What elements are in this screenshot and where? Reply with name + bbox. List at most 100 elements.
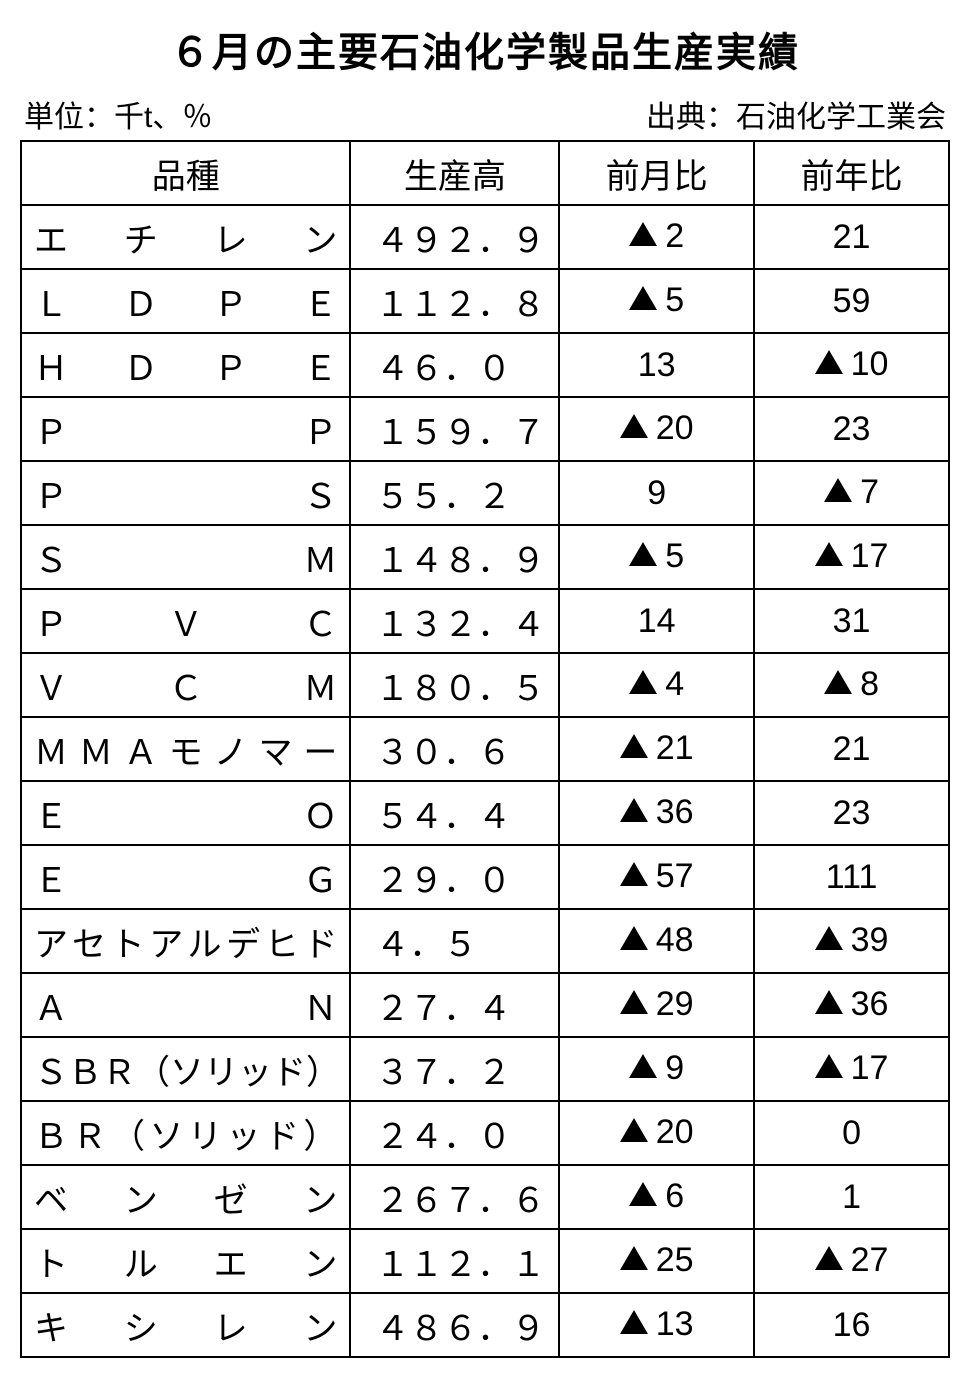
product-name: キシレン (21, 1293, 350, 1357)
delta-cell: 31 (754, 589, 949, 653)
delta-cell: 9 (559, 1037, 754, 1101)
delta-cell: 7 (754, 461, 949, 525)
delta-value: 0 (842, 1114, 861, 1153)
delta-value: 14 (638, 602, 676, 641)
delta-cell: 9 (559, 461, 754, 525)
negative-triangle-icon (629, 670, 657, 694)
production-value: １５９．７ (350, 397, 559, 461)
negative-triangle-icon (620, 990, 648, 1014)
delta-cell: 20 (559, 1101, 754, 1165)
delta-value: 31 (833, 602, 871, 641)
production-value: ４６．０ (350, 333, 559, 397)
negative-triangle-icon (629, 222, 657, 246)
delta-value: 10 (851, 345, 889, 384)
table-row: ＳＢＲ（ソリッド）３７．２9 17 (21, 1037, 949, 1101)
delta-value: 7 (860, 473, 879, 512)
delta-cell: 25 (559, 1229, 754, 1293)
production-value: ５４．４ (350, 781, 559, 845)
negative-triangle-icon (815, 1054, 843, 1078)
delta-cell: 6 (559, 1165, 754, 1229)
delta-value: 4 (665, 665, 684, 704)
negative-triangle-icon (629, 286, 657, 310)
table-row: キシレン４８６．９1316 (21, 1293, 949, 1357)
delta-cell: 5 (559, 269, 754, 333)
production-value: ２６７．６ (350, 1165, 559, 1229)
source-label: 出典：石油化学工業会 (646, 92, 946, 136)
delta-value: 5 (665, 281, 684, 320)
delta-value: 8 (860, 665, 879, 704)
delta-cell: 13 (559, 333, 754, 397)
product-name: エチレン (21, 205, 350, 269)
delta-cell: 0 (754, 1101, 949, 1165)
col-header-name: 品種 (21, 141, 350, 205)
production-value: １１２．１ (350, 1229, 559, 1293)
production-value: ３０．６ (350, 717, 559, 781)
delta-cell: 2 (559, 205, 754, 269)
table-row: ＥＧ２９．０57111 (21, 845, 949, 909)
delta-value: 20 (656, 409, 694, 448)
page-title: ６月の主要石油化学製品生産実績 (20, 20, 950, 78)
delta-cell: 48 (559, 909, 754, 973)
product-name: ＥＧ (21, 845, 350, 909)
negative-triangle-icon (815, 1246, 843, 1270)
product-name: アセトアルデヒド (21, 909, 350, 973)
production-value: ２４．０ (350, 1101, 559, 1165)
delta-cell: 4 (559, 653, 754, 717)
delta-cell: 111 (754, 845, 949, 909)
delta-value: 111 (826, 858, 878, 897)
delta-value: 25 (656, 1241, 694, 1280)
production-value: ３７．２ (350, 1037, 559, 1101)
table-row: アセトアルデヒド４．５4839 (21, 909, 949, 973)
delta-value: 59 (833, 282, 871, 321)
delta-value: 36 (656, 793, 694, 832)
table-row: エチレン４９２．９221 (21, 205, 949, 269)
delta-cell: 21 (754, 205, 949, 269)
delta-value: 9 (647, 474, 666, 513)
delta-value: 27 (851, 1241, 889, 1280)
negative-triangle-icon (815, 990, 843, 1014)
production-value: １３２．４ (350, 589, 559, 653)
delta-value: 21 (656, 729, 694, 768)
negative-triangle-icon (629, 542, 657, 566)
table-header-row: 品種 生産高 前月比 前年比 (21, 141, 949, 205)
product-name: ベンゼン (21, 1165, 350, 1229)
delta-cell: 14 (559, 589, 754, 653)
product-name: ＳＭ (21, 525, 350, 589)
production-value: ５５．２ (350, 461, 559, 525)
delta-cell: 17 (754, 525, 949, 589)
product-name: ＬＤＰＥ (21, 269, 350, 333)
delta-cell: 17 (754, 1037, 949, 1101)
delta-cell: 23 (754, 397, 949, 461)
delta-value: 21 (833, 218, 871, 257)
delta-value: 23 (833, 794, 871, 833)
delta-value: 29 (656, 985, 694, 1024)
negative-triangle-icon (620, 1310, 648, 1334)
negative-triangle-icon (620, 926, 648, 950)
negative-triangle-icon (815, 350, 843, 374)
negative-triangle-icon (620, 414, 648, 438)
delta-value: 13 (656, 1305, 694, 1344)
table-row: トルエン１１２．１ 25 27 (21, 1229, 949, 1293)
production-value: ４８６．９ (350, 1293, 559, 1357)
negative-triangle-icon (620, 1118, 648, 1142)
negative-triangle-icon (620, 1246, 648, 1270)
delta-cell: 36 (754, 973, 949, 1037)
table-row: ＡＮ２７．４2936 (21, 973, 949, 1037)
production-value: １８０．５ (350, 653, 559, 717)
delta-cell: 23 (754, 781, 949, 845)
production-value: １４８．９ (350, 525, 559, 589)
delta-cell: 36 (559, 781, 754, 845)
product-name: ＥＯ (21, 781, 350, 845)
delta-value: 17 (851, 1049, 889, 1088)
negative-triangle-icon (824, 670, 852, 694)
production-value: ２９．０ (350, 845, 559, 909)
col-header-mom: 前月比 (559, 141, 754, 205)
delta-value: 39 (851, 921, 889, 960)
negative-triangle-icon (824, 478, 852, 502)
product-name: トルエン (21, 1229, 350, 1293)
table-row: ＢＲ（ソリッド）２４．０200 (21, 1101, 949, 1165)
negative-triangle-icon (620, 862, 648, 886)
delta-cell: 1 (754, 1165, 949, 1229)
table-row: ＶＣＭ１８０．５48 (21, 653, 949, 717)
product-name: ＳＢＲ（ソリッド） (21, 1037, 350, 1101)
